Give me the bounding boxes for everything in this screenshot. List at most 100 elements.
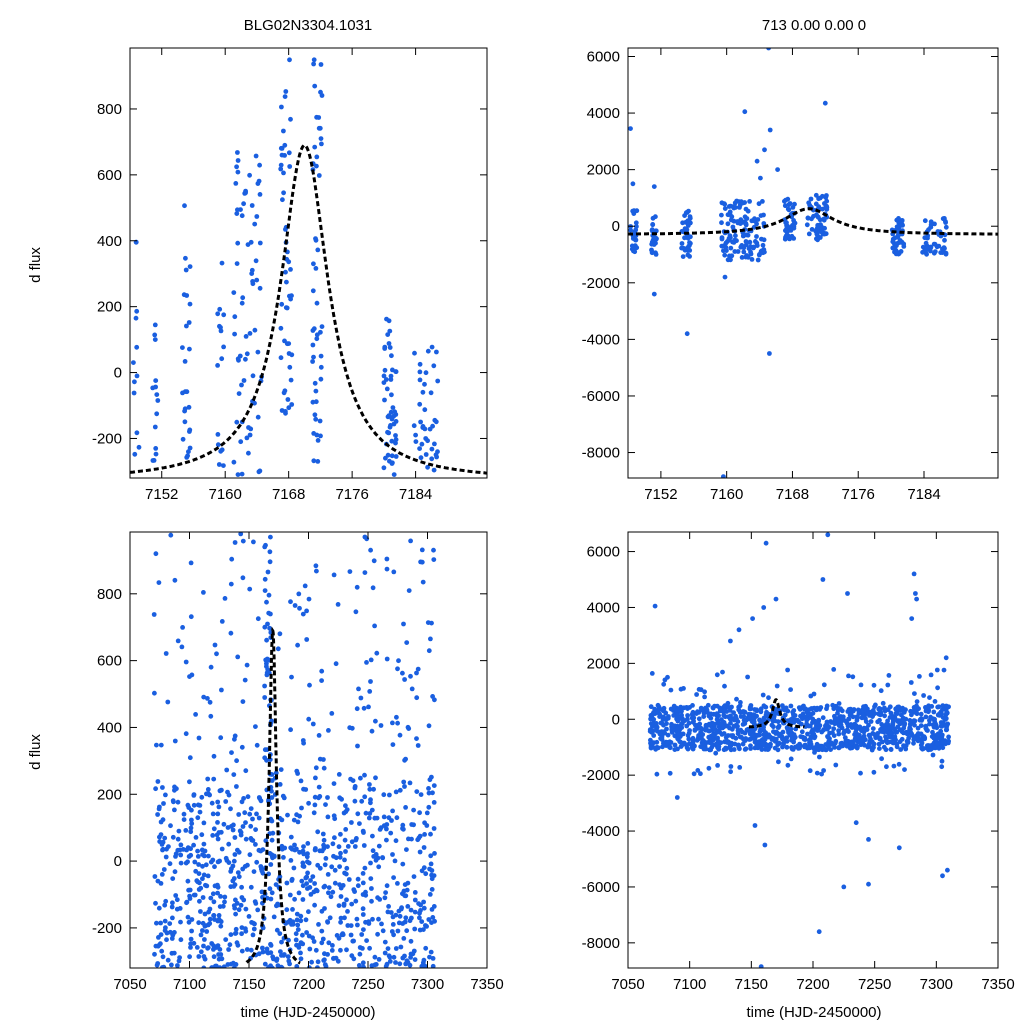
data-point bbox=[201, 872, 207, 878]
data-point bbox=[704, 707, 710, 712]
x-tick-label: 7168 bbox=[272, 486, 305, 503]
x-tick-label: 7176 bbox=[335, 486, 368, 503]
data-point bbox=[754, 158, 760, 164]
data-point bbox=[816, 204, 822, 210]
data-point bbox=[930, 729, 935, 735]
data-point bbox=[282, 94, 288, 99]
data-point bbox=[331, 781, 337, 786]
data-point bbox=[802, 706, 807, 712]
data-point bbox=[738, 221, 743, 227]
data-point bbox=[132, 379, 137, 385]
data-point bbox=[155, 878, 161, 884]
data-point bbox=[404, 640, 410, 645]
data-point bbox=[153, 378, 159, 383]
data-point bbox=[239, 300, 245, 306]
data-point bbox=[319, 928, 325, 934]
data-point bbox=[701, 746, 707, 752]
data-point bbox=[431, 547, 436, 553]
data-point bbox=[430, 790, 435, 796]
data-point bbox=[400, 861, 406, 867]
data-point bbox=[901, 709, 907, 715]
data-point bbox=[221, 463, 226, 468]
data-point bbox=[175, 799, 181, 805]
data-point bbox=[694, 711, 699, 716]
data-point bbox=[300, 883, 306, 889]
data-point bbox=[334, 933, 340, 938]
data-point bbox=[305, 841, 311, 846]
data-point bbox=[235, 654, 241, 660]
data-point bbox=[317, 794, 323, 799]
y-tick-label: 800 bbox=[97, 101, 122, 118]
data-point bbox=[421, 927, 426, 932]
data-point bbox=[931, 709, 937, 715]
data-point bbox=[292, 896, 297, 902]
data-point bbox=[187, 893, 193, 899]
data-point bbox=[941, 667, 947, 673]
data-point bbox=[932, 720, 938, 726]
data-point bbox=[411, 423, 417, 429]
data-point bbox=[321, 765, 327, 771]
data-point bbox=[234, 164, 240, 170]
data-point bbox=[368, 657, 374, 663]
data-point bbox=[253, 258, 259, 264]
data-point bbox=[176, 958, 182, 964]
data-point bbox=[189, 821, 195, 826]
data-point bbox=[357, 945, 363, 950]
data-point bbox=[387, 792, 392, 798]
data-point bbox=[336, 772, 342, 777]
data-point bbox=[323, 856, 329, 861]
data-point bbox=[170, 915, 175, 921]
data-point bbox=[943, 250, 949, 256]
data-point bbox=[315, 438, 321, 443]
data-point bbox=[131, 390, 137, 396]
data-point bbox=[391, 875, 396, 880]
data-point bbox=[337, 795, 343, 801]
data-point bbox=[326, 885, 332, 890]
data-point bbox=[253, 827, 258, 832]
y-tick-label: -6000 bbox=[582, 879, 620, 896]
data-point bbox=[799, 721, 804, 727]
data-point bbox=[243, 926, 248, 932]
data-point bbox=[361, 964, 366, 968]
y-tick-label: -8000 bbox=[582, 445, 620, 462]
data-point bbox=[667, 739, 673, 745]
data-point bbox=[158, 920, 164, 926]
data-point bbox=[311, 458, 317, 464]
data-point bbox=[417, 915, 422, 921]
x-tick-label: 7250 bbox=[858, 976, 891, 993]
data-point bbox=[352, 889, 357, 894]
data-point bbox=[188, 614, 194, 620]
data-point bbox=[330, 889, 336, 895]
data-point bbox=[776, 725, 781, 730]
data-point bbox=[241, 201, 247, 207]
data-point bbox=[407, 962, 413, 968]
data-point bbox=[390, 852, 395, 857]
data-point bbox=[240, 538, 246, 544]
data-point bbox=[189, 928, 195, 934]
data-point bbox=[374, 650, 380, 656]
data-point bbox=[406, 588, 412, 593]
data-point bbox=[808, 715, 813, 720]
data-point bbox=[915, 736, 921, 742]
data-point bbox=[630, 181, 636, 187]
data-point bbox=[160, 847, 165, 853]
data-point bbox=[315, 862, 321, 868]
data-point bbox=[392, 858, 398, 864]
data-point bbox=[285, 954, 291, 960]
data-point bbox=[169, 962, 174, 968]
data-point bbox=[728, 764, 734, 769]
data-point bbox=[329, 864, 335, 870]
data-point bbox=[419, 868, 425, 874]
data-point bbox=[258, 864, 264, 869]
data-point bbox=[271, 914, 277, 920]
data-point bbox=[932, 745, 938, 751]
data-point bbox=[134, 308, 140, 314]
data-point bbox=[402, 893, 408, 899]
data-point bbox=[712, 726, 718, 732]
data-point bbox=[284, 341, 290, 347]
data-point bbox=[356, 963, 362, 968]
data-point bbox=[250, 838, 256, 843]
data-point bbox=[187, 779, 192, 785]
data-point bbox=[384, 386, 390, 392]
data-point bbox=[885, 718, 890, 724]
